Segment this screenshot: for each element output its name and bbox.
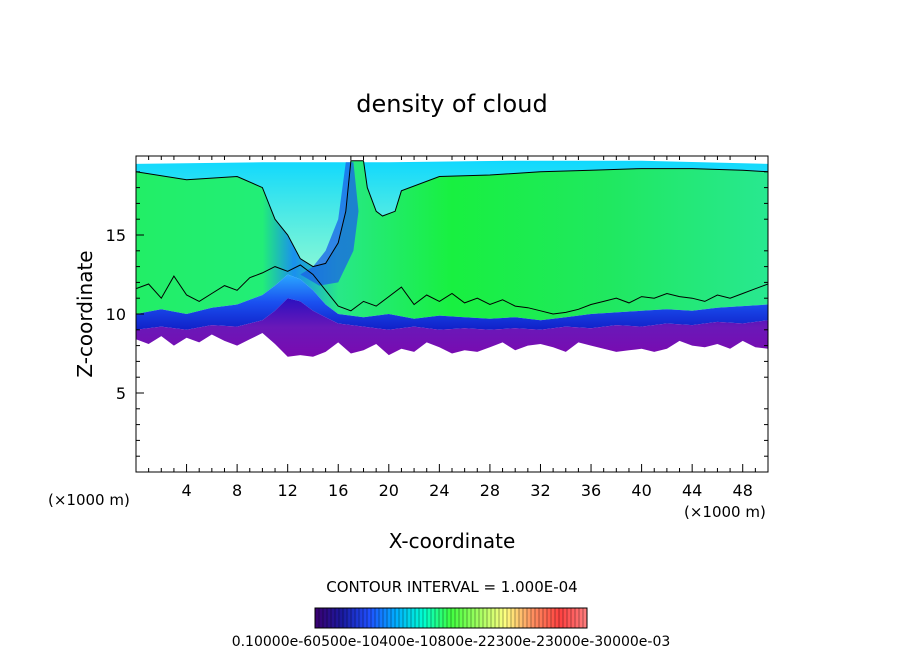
y-tick-label: 10	[106, 305, 126, 324]
y-axis-unit: (×1000 m)	[48, 491, 130, 509]
x-axis-unit: (×1000 m)	[684, 503, 766, 521]
contour-line-lower	[136, 264, 768, 315]
plot-area	[136, 160, 768, 357]
colorbar-ticks	[318, 608, 584, 628]
x-axis-ticks: 4 8 12 16 20 24 28 32 36 40 44 48	[148, 156, 756, 500]
x-tick-label: 24	[429, 481, 449, 500]
x-tick-label: 12	[278, 481, 298, 500]
x-tick-label: 4	[181, 481, 191, 500]
x-axis-title: X-coordinate	[389, 529, 516, 553]
contour-line-upper	[136, 160, 768, 268]
y-axis-ticks: 5 10 15	[106, 171, 768, 457]
colorbar-tick-labels: 0.10000e-60500e-10400e-10800e-22300e-230…	[232, 634, 671, 650]
colorbar	[314, 607, 588, 629]
cloud-lower-blue-layer	[136, 274, 768, 330]
x-tick-label: 44	[682, 481, 702, 500]
y-tick-label: 15	[106, 226, 126, 245]
cloud-main-field	[136, 160, 768, 321]
cloud-top-band	[136, 160, 768, 267]
x-tick-label: 32	[530, 481, 550, 500]
cloud-base-violet-layer	[136, 298, 768, 357]
x-tick-label: 48	[733, 481, 753, 500]
x-tick-label: 28	[480, 481, 500, 500]
x-tick-label: 16	[328, 481, 348, 500]
chart-title: density of cloud	[356, 90, 547, 118]
x-tick-label: 20	[379, 481, 399, 500]
x-tick-label: 40	[631, 481, 651, 500]
x-tick-label: 8	[232, 481, 242, 500]
cloud-updraft-column	[300, 162, 359, 286]
y-axis-title: Z-coordinate	[73, 250, 97, 377]
x-tick-label: 36	[581, 481, 601, 500]
y-tick-label: 5	[116, 384, 126, 403]
contour-interval-label: CONTOUR INTERVAL = 1.000E-04	[326, 578, 577, 596]
